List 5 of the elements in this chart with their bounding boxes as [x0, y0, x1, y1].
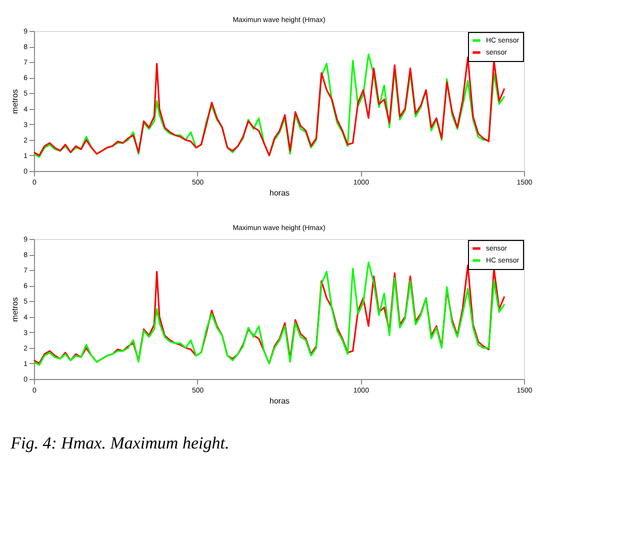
x-axis-title: horas — [269, 188, 290, 198]
y-axis-title: metros — [10, 297, 20, 322]
y-axis-title: metros — [10, 89, 20, 114]
caption: Fig. 4: Hmax. Maximum height. — [10, 434, 230, 452]
x-axis-title: horas — [269, 396, 290, 406]
